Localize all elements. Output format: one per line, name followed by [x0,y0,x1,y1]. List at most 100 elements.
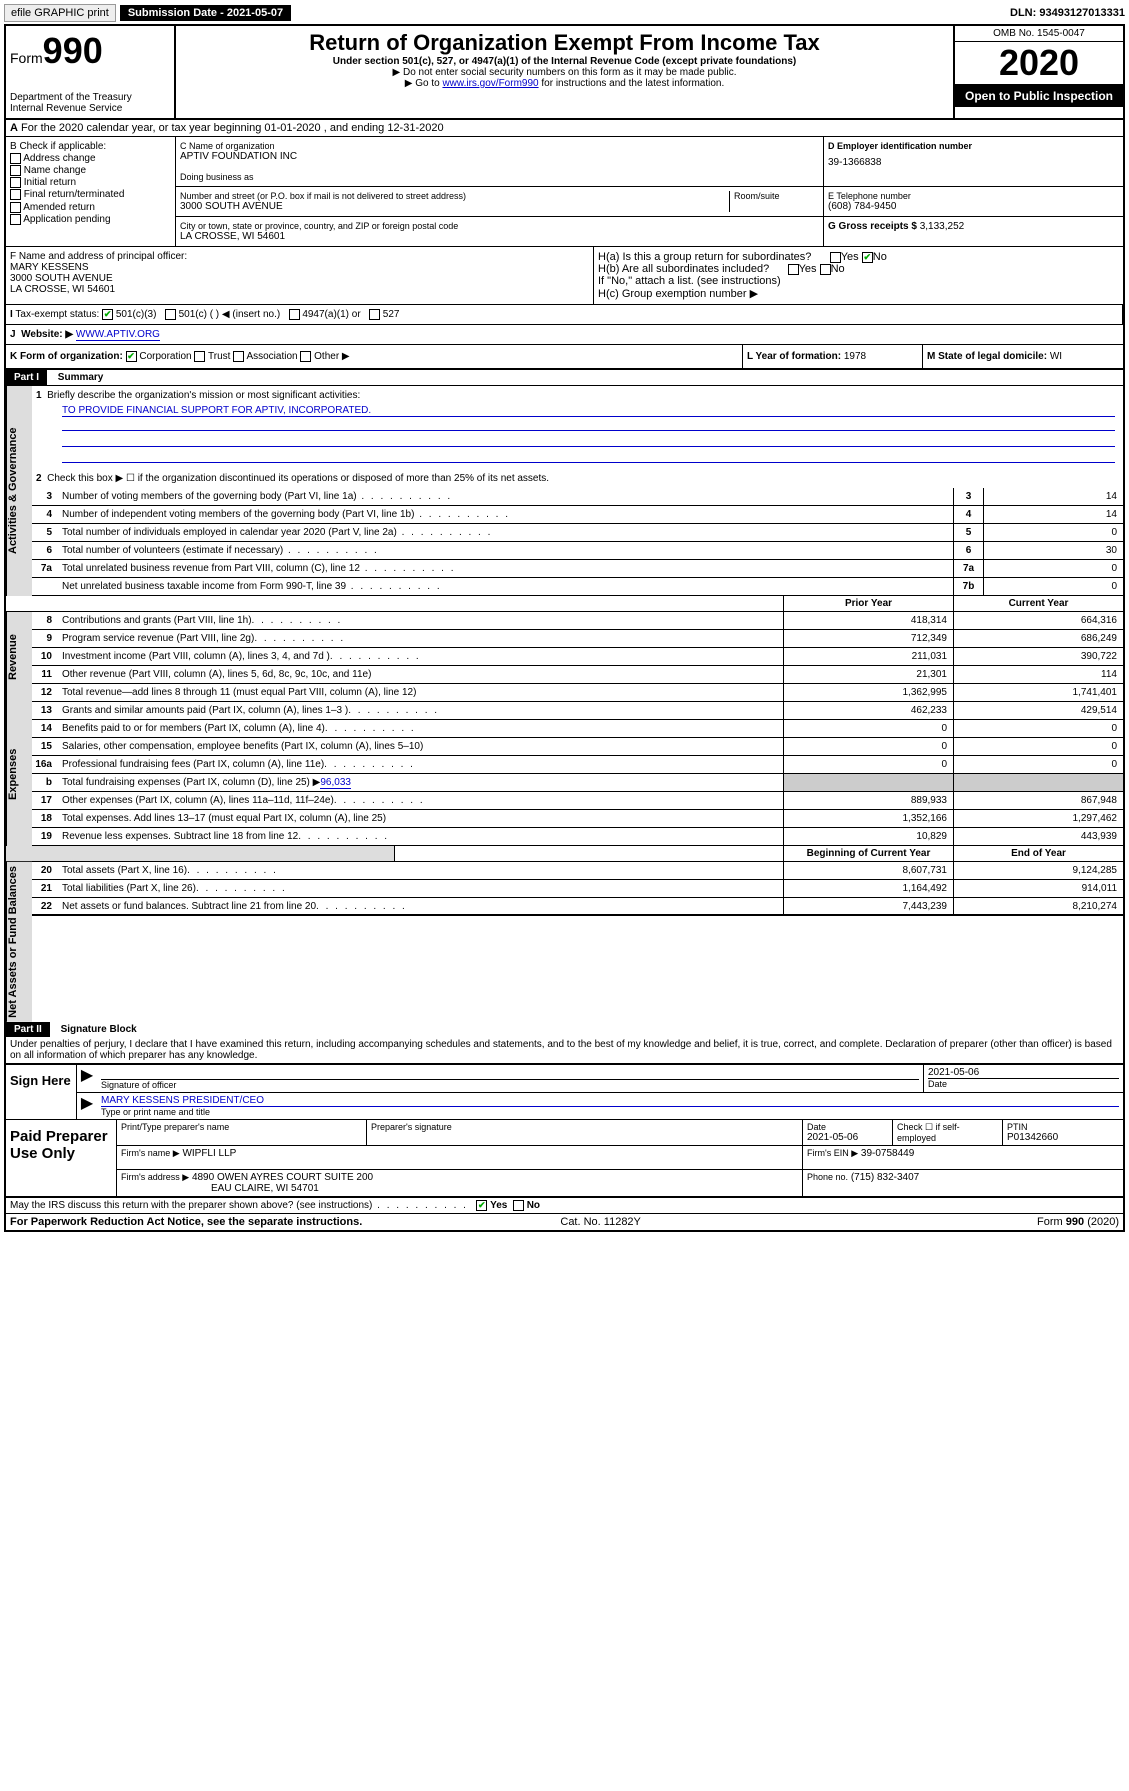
firm-ein-label: Firm's EIN ▶ [807,1148,858,1158]
cb-501c3[interactable] [102,309,113,320]
p19: 10,829 [783,828,953,845]
open-public-badge: Open to Public Inspection [955,85,1123,107]
cb-corp[interactable] [126,351,137,362]
form-header: Form990 Department of the Treasury Inter… [6,26,1123,120]
cb-other[interactable] [300,351,311,362]
q7a: Total unrelated business revenue from Pa… [58,561,953,576]
cb-address-change[interactable]: Address change [10,153,171,164]
cb-trust[interactable] [194,351,205,362]
ein-label: D Employer identification number [828,141,1119,151]
street-label: Number and street (or P.O. box if mail i… [180,191,729,201]
cb-assoc[interactable] [233,351,244,362]
part1-header: Part I Summary [6,370,1123,386]
cb-initial-return[interactable]: Initial return [10,177,171,188]
l8: Contributions and grants (Part VIII, lin… [58,612,783,629]
website-link[interactable]: WWW.APTIV.ORG [76,329,160,341]
v7b: 0 [983,578,1123,595]
q5: Total number of individuals employed in … [58,525,953,540]
discuss-yes[interactable] [476,1200,487,1211]
p10: 211,031 [783,648,953,665]
website-label: Website: ▶ [21,329,73,340]
officer-label: F Name and address of principal officer: [10,251,589,262]
dept-label: Department of the Treasury Internal Reve… [10,92,170,114]
paid-preparer-label: Paid Preparer Use Only [6,1120,116,1196]
q4: Number of independent voting members of … [58,507,953,522]
cb-501c[interactable] [165,309,176,320]
v5: 0 [983,524,1123,541]
sig-date-label: Date [928,1078,1119,1089]
part2-title: Signature Block [53,1024,137,1035]
cb-amended-return[interactable]: Amended return [10,202,171,213]
te-label: Tax-exempt status: [15,309,99,320]
l16b: Total fundraising expenses (Part IX, col… [58,774,783,791]
q1-label: Briefly describe the organization's miss… [47,390,360,401]
hb-row: H(b) Are all subordinates included? Yes … [598,263,1119,275]
self-emp-label: Check ☐ if self-employed [893,1120,1003,1145]
state-domicile: WI [1050,351,1062,362]
mission-text: TO PROVIDE FINANCIAL SUPPORT FOR APTIV, … [62,405,1115,417]
prep-name-label: Print/Type preparer's name [121,1122,362,1132]
street-box: Number and street (or P.O. box if mail i… [176,187,823,217]
c13: 429,514 [953,702,1123,719]
cb-app-pending[interactable]: Application pending [10,214,171,225]
c10: 390,722 [953,648,1123,665]
c19: 443,939 [953,828,1123,845]
col-c: C Name of organization APTIV FOUNDATION … [176,137,823,246]
p16: 0 [783,756,953,773]
cb-final-return[interactable]: Final return/terminated [10,189,171,200]
boy-header: Beginning of Current Year [783,846,953,861]
part2-badge: Part II [6,1022,50,1037]
p9: 712,349 [783,630,953,647]
hc-row: H(c) Group exemption number ▶ [598,287,1119,300]
line-a: A For the 2020 calendar year, or tax yea… [6,120,1123,137]
phone-label: E Telephone number [828,191,1119,201]
v6: 30 [983,542,1123,559]
c15: 0 [953,738,1123,755]
cb-527[interactable] [369,309,380,320]
col-de: D Employer identification number 39-1366… [823,137,1123,246]
part1-title: Summary [50,372,104,383]
cb-name-change[interactable]: Name change [10,165,171,176]
c16: 0 [953,756,1123,773]
section-bcd: B Check if applicable: Address change Na… [6,137,1123,247]
perjury-text: Under penalties of perjury, I declare th… [6,1037,1123,1064]
firm-phone-label: Phone no. [807,1172,848,1182]
tax-exempt-row: I Tax-exempt status: 501(c)(3) 501(c) ( … [6,305,1123,324]
prior-year-header: Prior Year [783,596,953,611]
instructions-link[interactable]: www.irs.gov/Form990 [442,78,538,89]
efile-print-button[interactable]: efile GRAPHIC print [4,4,116,22]
ptin-label: PTIN [1007,1122,1119,1132]
officer-typed-name: MARY KESSENS PRESIDENT/CEO [101,1095,1119,1107]
netassets-section: Net Assets or Fund Balances 20Total asse… [6,862,1123,1022]
cat-no: Cat. No. 11282Y [560,1216,641,1228]
sig-label: Signature of officer [101,1079,919,1090]
instr2-pre: ▶ Go to [405,78,443,89]
header-mid: Return of Organization Exempt From Incom… [176,26,953,118]
q3: Number of voting members of the governin… [58,489,953,504]
l15: Salaries, other compensation, employee b… [58,738,783,755]
b22: 7,443,239 [783,898,953,914]
city: LA CROSSE, WI 54601 [180,231,819,242]
c12: 1,741,401 [953,684,1123,701]
b21: 1,164,492 [783,880,953,897]
firm-addr-label: Firm's address ▶ [121,1172,189,1182]
form-ref: Form 990 (2020) [1037,1216,1119,1228]
instr2-post: for instructions and the latest informat… [539,78,725,89]
b20: 8,607,731 [783,862,953,879]
check-b-title: B Check if applicable: [10,141,171,152]
cb-4947[interactable] [289,309,300,320]
p17: 889,933 [783,792,953,809]
phone-value: (608) 784-9450 [828,201,1119,212]
row-i: I Tax-exempt status: 501(c)(3) 501(c) ( … [6,305,1123,325]
expenses-section: Expenses 13Grants and similar amounts pa… [6,702,1123,846]
dba-label: Doing business as [180,172,819,182]
eoy-header: End of Year [953,846,1123,861]
prep-date-label: Date [807,1122,888,1132]
side-label-governance: Activities & Governance [6,386,32,596]
discuss-no[interactable] [513,1200,524,1211]
e22: 8,210,274 [953,898,1123,914]
sig-officer-cell: Signature of officer [97,1065,923,1092]
org-name: APTIV FOUNDATION INC [180,151,819,162]
sign-here-label: Sign Here [6,1065,76,1119]
l21: Total liabilities (Part X, line 26) [58,880,783,897]
